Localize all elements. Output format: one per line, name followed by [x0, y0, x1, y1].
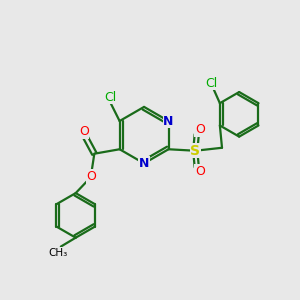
Text: N: N	[139, 157, 149, 170]
Text: CH₃: CH₃	[48, 248, 68, 257]
Text: O: O	[195, 123, 205, 136]
Text: S: S	[190, 144, 200, 158]
Text: Cl: Cl	[105, 91, 117, 104]
Text: N: N	[163, 115, 174, 128]
Text: Cl: Cl	[205, 77, 217, 90]
Text: O: O	[86, 170, 96, 183]
Text: O: O	[79, 125, 89, 138]
Text: O: O	[195, 165, 205, 178]
